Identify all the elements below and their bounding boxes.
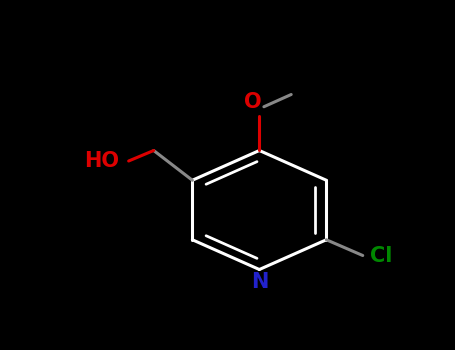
Text: Cl: Cl [369, 245, 392, 266]
Text: HO: HO [85, 151, 120, 171]
Text: O: O [244, 92, 261, 112]
Text: N: N [251, 272, 268, 292]
